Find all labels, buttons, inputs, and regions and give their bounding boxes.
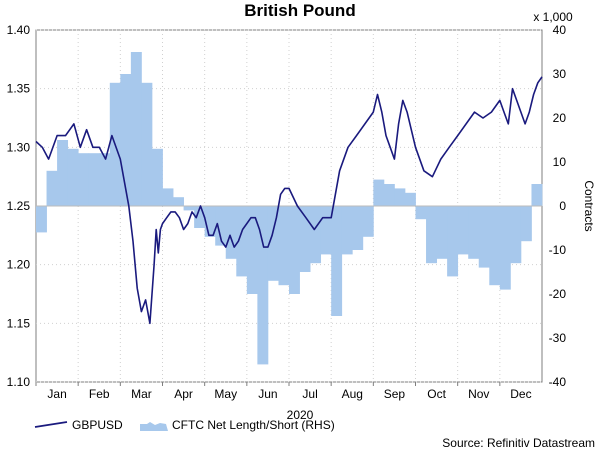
cftc-area-segment [225, 206, 237, 259]
cftc-area-segment [267, 206, 279, 281]
cftc-area-segment [99, 153, 111, 206]
cftc-area-segment [162, 188, 174, 206]
cftc-area-segment [183, 206, 195, 211]
cftc-area-segment [120, 74, 132, 206]
month-tick-label: Feb [89, 387, 110, 401]
month-tick-label: Dec [510, 387, 531, 401]
legend-gbpusd-swatch [34, 421, 68, 428]
cftc-area-segment [67, 148, 79, 206]
cftc-area-segment [78, 153, 90, 206]
right-axis: -40 -30 -20 -10 0 10 20 30 40 [549, 23, 567, 389]
cftc-area-segment [426, 206, 437, 264]
cftc-area-segment [499, 206, 511, 290]
cftc-area-segment [362, 206, 374, 237]
cftc-area-segment [478, 206, 490, 268]
right-tick-label: 20 [553, 111, 567, 125]
legend: GBPUSD CFTC Net Length/Short (RHS) [34, 418, 335, 432]
cftc-area-segment [36, 206, 47, 233]
source-note: Source: Refinitiv Datastream [442, 436, 595, 450]
cftc-area-segment [236, 206, 248, 277]
cftc-area-segment [141, 82, 153, 206]
right-tick-label: -40 [549, 375, 567, 389]
cftc-area-segment [415, 206, 427, 220]
legend-gbpusd-label: GBPUSD [72, 418, 123, 432]
left-tick-label: 1.10 [7, 375, 31, 389]
legend-cftc-swatch [140, 422, 168, 431]
cftc-area-segment [194, 206, 206, 228]
right-tick-label: -30 [549, 331, 567, 345]
cftc-area-segment [404, 192, 416, 206]
cftc-area-segment [151, 148, 163, 206]
cftc-area-segment [257, 206, 269, 365]
cftc-area-segment [320, 206, 332, 255]
cftc-area-segment [373, 179, 385, 206]
cftc-area-segment [278, 206, 290, 286]
month-tick-label: Nov [468, 387, 489, 401]
cftc-area-segment [341, 206, 353, 255]
right-tick-label: 10 [553, 155, 567, 169]
month-tick-label: Jul [302, 387, 317, 401]
month-tick-label: Sep [384, 387, 406, 401]
left-tick-label: 1.35 [7, 82, 31, 96]
right-tick-label: 40 [553, 23, 567, 37]
cftc-area-segment [173, 197, 184, 206]
x-axis: Jan Feb Mar Apr May Jun Jul Aug Sep Oct Nov Dec [35, 382, 532, 401]
cftc-area-segment [331, 206, 343, 316]
right-axis-multiplier: x 1,000 [533, 10, 573, 24]
right-tick-label: 0 [559, 199, 566, 213]
month-tick-label: Jan [47, 387, 66, 401]
cftc-area-segment [531, 184, 543, 206]
cftc-area-segment [299, 206, 311, 272]
month-tick-label: Apr [174, 387, 193, 401]
cftc-area-segment [46, 170, 58, 206]
cftc-area-segment [289, 206, 300, 294]
cftc-area-series [36, 52, 543, 365]
left-axis: 1.10 1.15 1.20 1.25 1.30 1.35 1.40 [7, 23, 31, 389]
gbpusd-line-series [35, 76, 543, 325]
left-tick-label: 1.25 [7, 199, 31, 213]
right-tick-label: 30 [553, 67, 567, 81]
cftc-area-segment [130, 52, 142, 206]
gbpusd-line [35, 76, 543, 325]
right-axis-label: Contracts [582, 180, 596, 231]
cftc-area-segment [310, 206, 322, 264]
legend-cftc-label: CFTC Net Length/Short (RHS) [172, 418, 335, 432]
cftc-area-segment [383, 184, 395, 206]
cftc-area-segment [215, 206, 227, 246]
x-axis-label: 2020 [287, 408, 314, 422]
month-tick-label: May [214, 387, 237, 401]
month-tick-label: Mar [131, 387, 152, 401]
cftc-area-segment [436, 206, 448, 259]
left-tick-label: 1.20 [7, 258, 31, 272]
right-tick-label: -20 [549, 287, 567, 301]
cftc-area-segment [352, 206, 364, 250]
cftc-area-segment [457, 206, 469, 255]
cftc-area-segment [394, 188, 406, 206]
left-tick-label: 1.15 [7, 316, 31, 330]
cftc-area-segment [246, 206, 258, 294]
month-tick-label: Aug [342, 387, 363, 401]
cftc-area-segment [204, 206, 216, 237]
cftc-area-segment [468, 206, 480, 259]
cftc-area-segment [447, 206, 459, 277]
month-tick-label: Oct [427, 387, 446, 401]
right-tick-label: -10 [549, 243, 567, 257]
left-tick-label: 1.30 [7, 140, 31, 154]
cftc-area-segment [88, 153, 100, 206]
cftc-area-segment [510, 206, 522, 264]
cftc-area-segment [520, 206, 532, 242]
cftc-area-segment [57, 140, 69, 206]
chart-title: British Pound [244, 1, 355, 20]
left-tick-label: 1.40 [7, 23, 31, 37]
month-tick-label: Jun [258, 387, 277, 401]
cftc-area-segment [489, 206, 501, 286]
